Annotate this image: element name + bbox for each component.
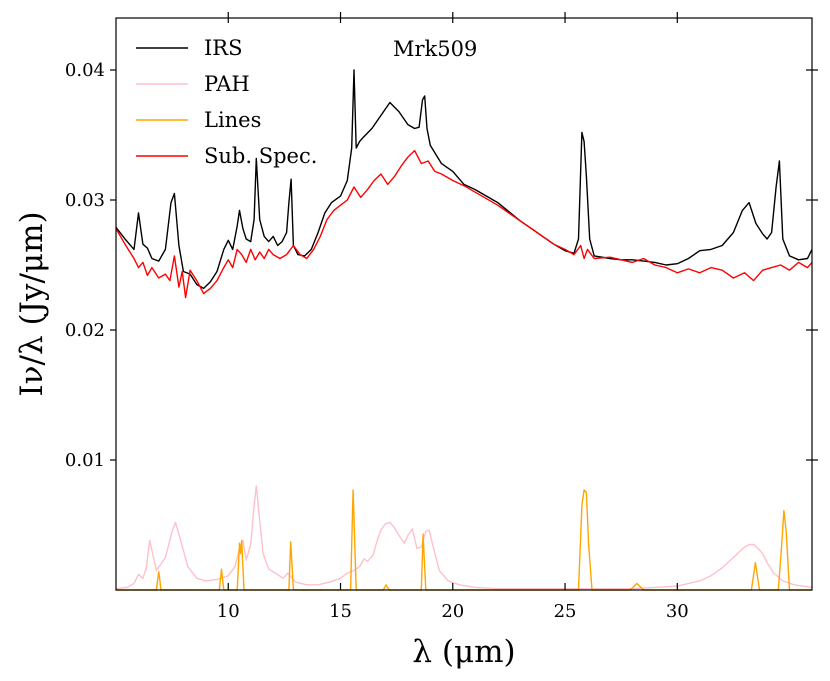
annotation-label: Mrk509 xyxy=(393,37,477,61)
x-tick-label: 25 xyxy=(554,601,577,622)
x-tick-label: 10 xyxy=(217,601,240,622)
plot-area xyxy=(116,18,812,590)
x-axis-title: λ (μm) xyxy=(412,634,515,670)
legend-label: PAH xyxy=(204,72,250,96)
y-tick-label: 0.04 xyxy=(65,60,105,81)
series-line-pah xyxy=(115,485,813,590)
series-line-lines xyxy=(116,489,812,591)
legend-label: IRS xyxy=(204,36,243,60)
x-tick-label: 15 xyxy=(329,601,352,622)
series-line-sub-spec xyxy=(115,149,813,299)
x-tick-label: 30 xyxy=(666,601,689,622)
y-axis-title: Iν/λ (Jy/μm) xyxy=(14,211,50,396)
plot-frame xyxy=(115,17,813,591)
legend-label: Sub. Spec. xyxy=(204,144,317,168)
y-tick-label: 0.01 xyxy=(65,450,105,471)
legend-label: Lines xyxy=(204,108,261,132)
y-tick-label: 0.02 xyxy=(65,320,105,341)
series-line-irs xyxy=(115,69,813,290)
legend: IRS PAH Lines Sub. Spec. xyxy=(136,36,317,168)
x-tick-label: 20 xyxy=(441,601,464,622)
axis-ticks: 10 15 20 25 30 0.01 0.02 0.03 0.04 xyxy=(65,12,818,622)
y-tick-label: 0.03 xyxy=(65,190,105,211)
series-layer xyxy=(115,69,813,591)
